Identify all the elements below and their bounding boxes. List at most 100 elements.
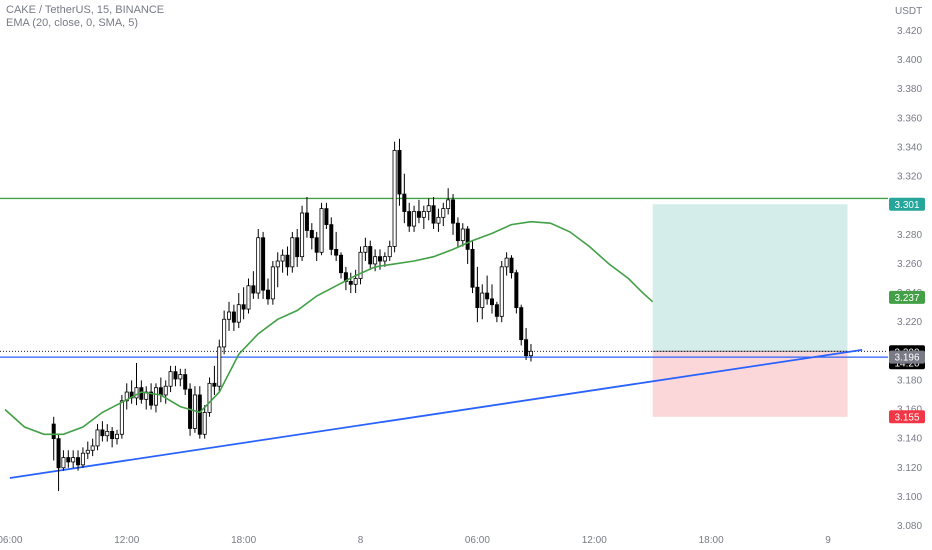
candle-body xyxy=(416,211,421,218)
candle xyxy=(80,447,85,468)
candle xyxy=(353,269,358,294)
candle xyxy=(324,202,329,229)
candle-body xyxy=(270,266,275,300)
candle-body xyxy=(319,208,324,253)
candle-body xyxy=(509,257,514,274)
candle-body xyxy=(470,248,475,288)
candle xyxy=(90,438,95,457)
candle-body xyxy=(285,254,290,268)
price-axis[interactable]: USDT 3.4203.4003.3803.3603.3403.3203.300… xyxy=(895,6,922,532)
candle xyxy=(280,249,285,273)
y-tick-label: 3.420 xyxy=(897,26,922,37)
y-tick-label: 3.280 xyxy=(897,230,922,241)
candle xyxy=(222,310,227,355)
chart-legend: CAKE / TetherUS, 15, BINANCE EMA (20, cl… xyxy=(6,4,164,30)
candle xyxy=(85,441,90,460)
candle-body xyxy=(207,382,212,413)
candle-body xyxy=(524,339,529,357)
indicator-label[interactable]: EMA (20, close, 0, SMA, 5) xyxy=(6,17,139,29)
price-tag: 3.237 xyxy=(889,290,925,304)
candle xyxy=(470,240,475,294)
candle-body xyxy=(56,438,61,469)
candle-body xyxy=(436,216,441,224)
candle xyxy=(436,208,441,232)
candle-body xyxy=(246,285,251,310)
y-tick-label: 3.220 xyxy=(897,317,922,328)
candle-body xyxy=(348,281,353,285)
candle-body xyxy=(368,246,373,265)
ema-line xyxy=(4,220,654,436)
position-tool[interactable] xyxy=(652,204,848,417)
trendline[interactable] xyxy=(9,348,863,479)
candle xyxy=(460,223,465,247)
candle xyxy=(285,246,290,276)
symbol-title[interactable]: CAKE / TetherUS, 15, BINANCE xyxy=(6,4,165,16)
price-tag-label: 3.155 xyxy=(894,412,919,423)
candle-body xyxy=(124,391,129,402)
candle-body xyxy=(421,211,426,218)
candle xyxy=(343,266,348,291)
candle-body xyxy=(149,391,154,406)
candle xyxy=(153,383,158,413)
candle xyxy=(446,188,451,215)
candle-body xyxy=(499,266,504,317)
time-axis[interactable]: 06:00 12:00 18:00 8 06:00 12:00 18:00 9 xyxy=(0,535,831,546)
candle-body xyxy=(197,394,202,435)
ema-series-0 xyxy=(4,220,654,436)
candles xyxy=(51,138,533,492)
y-tick-label: 3.260 xyxy=(897,259,922,270)
candle-body xyxy=(489,298,494,306)
candle xyxy=(100,421,105,442)
candle xyxy=(110,427,115,448)
candle xyxy=(426,198,431,221)
candle xyxy=(514,269,519,314)
candle xyxy=(509,255,514,279)
candle-body xyxy=(212,382,217,387)
y-tick-label: 3.100 xyxy=(897,492,922,503)
candle xyxy=(115,429,120,445)
candle xyxy=(499,261,504,323)
y-tick-label: 3.140 xyxy=(897,434,922,445)
x-tick-label: 8 xyxy=(358,535,364,546)
candle-body xyxy=(460,228,465,242)
price-tag-bg xyxy=(889,290,925,304)
candle xyxy=(334,231,339,262)
candle-body xyxy=(227,311,232,320)
candle-body xyxy=(251,285,256,294)
horizontal-lines[interactable] xyxy=(0,197,888,358)
candle-body xyxy=(397,149,402,195)
candle xyxy=(358,246,363,285)
candle-body xyxy=(339,254,344,274)
candle-body xyxy=(71,457,76,463)
candle-body xyxy=(158,387,163,396)
candle xyxy=(163,380,168,404)
candle xyxy=(207,377,212,417)
candle xyxy=(485,275,490,305)
candle-body xyxy=(265,289,270,300)
candle xyxy=(412,205,417,232)
candle xyxy=(212,365,217,395)
candle-body xyxy=(231,311,236,323)
x-tick-label: 06:00 xyxy=(0,535,23,546)
candle xyxy=(348,272,353,294)
price-tag-bg xyxy=(889,410,925,424)
candle xyxy=(387,240,392,262)
candle-body xyxy=(402,193,407,212)
candle xyxy=(407,202,412,232)
candle-body xyxy=(387,246,392,258)
candle xyxy=(173,365,178,387)
y-tick-label: 3.120 xyxy=(897,463,922,474)
candle xyxy=(275,252,280,288)
y-tick-label: 3.340 xyxy=(897,142,922,153)
candle-body xyxy=(455,222,460,242)
y-tick-label: 3.400 xyxy=(897,55,922,66)
candle xyxy=(124,383,129,410)
candle-body xyxy=(329,224,334,250)
candle-body xyxy=(407,211,412,227)
candle-body xyxy=(90,445,95,451)
candle xyxy=(183,368,188,395)
price-tag: 3.301 xyxy=(889,197,925,211)
candle xyxy=(300,205,305,262)
